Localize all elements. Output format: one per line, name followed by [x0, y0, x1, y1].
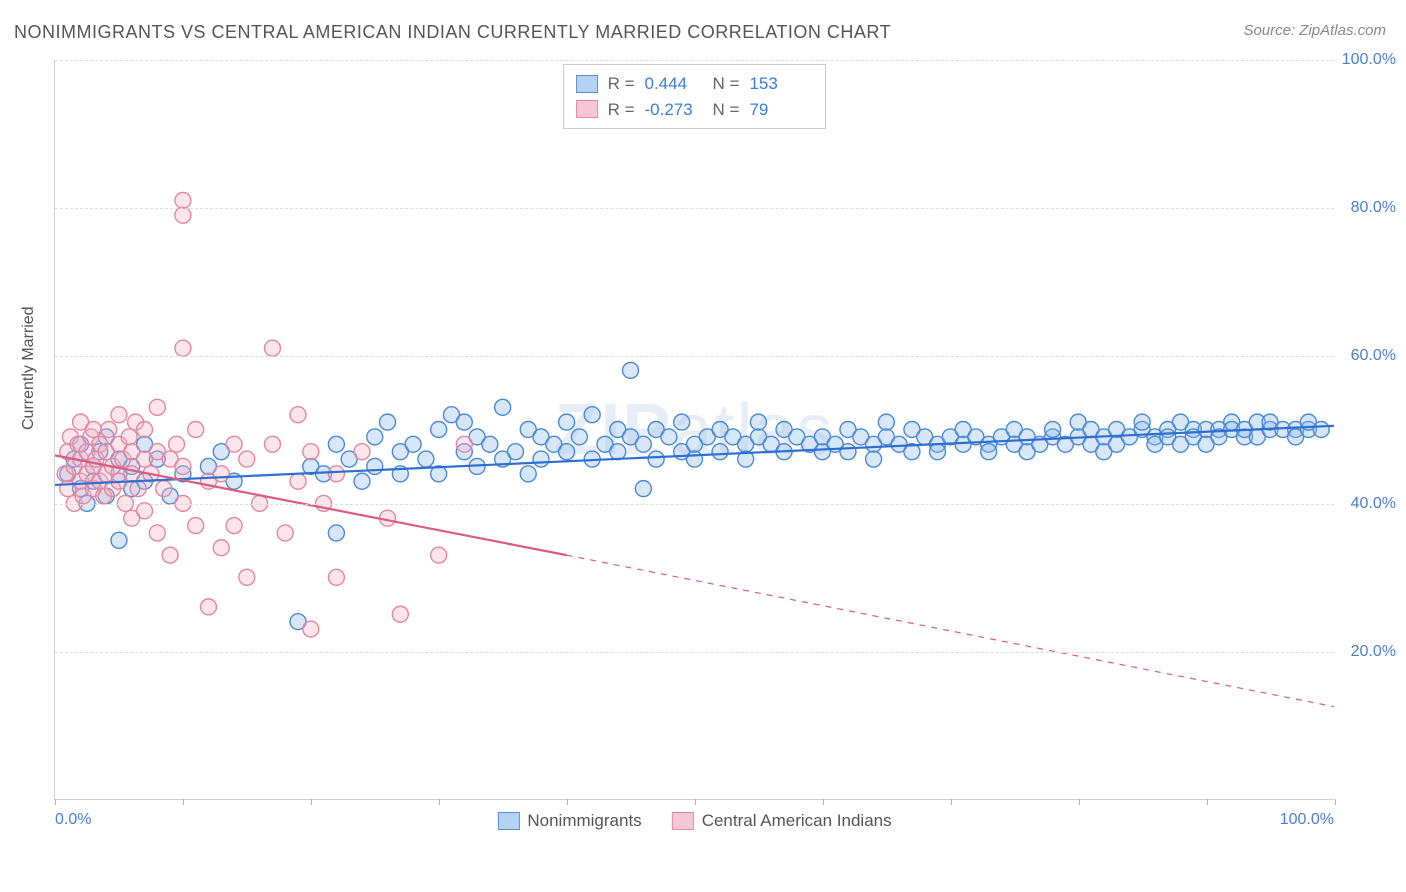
x-tick	[951, 799, 952, 805]
n-label: N =	[713, 71, 740, 97]
stats-row: R = -0.273 N = 79	[576, 97, 808, 123]
series-swatch	[672, 812, 694, 830]
y-tick-label: 60.0%	[1351, 347, 1396, 365]
y-tick-label: 20.0%	[1351, 643, 1396, 661]
r-label: R =	[608, 97, 635, 123]
legend-item: Central American Indians	[672, 811, 892, 831]
gridline	[55, 60, 1334, 61]
x-tick	[823, 799, 824, 805]
series-swatch	[497, 812, 519, 830]
y-tick-label: 40.0%	[1351, 495, 1396, 513]
x-tick	[439, 799, 440, 805]
x-tick	[695, 799, 696, 805]
x-tick-label: 100.0%	[1280, 811, 1334, 829]
legend-label: Central American Indians	[702, 811, 892, 831]
series-swatch	[576, 75, 598, 93]
r-value: 0.444	[645, 71, 703, 97]
x-tick	[1079, 799, 1080, 805]
chart-source: Source: ZipAtlas.com	[1243, 22, 1386, 39]
n-label: N =	[713, 97, 740, 123]
r-value: -0.273	[645, 97, 703, 123]
legend-label: Nonimmigrants	[527, 811, 641, 831]
x-tick	[1207, 799, 1208, 805]
x-tick	[567, 799, 568, 805]
x-tick-label: 0.0%	[55, 811, 91, 829]
y-tick-label: 80.0%	[1351, 199, 1396, 217]
n-value: 153	[749, 71, 807, 97]
correlation-stats-box: R = 0.444 N = 153 R = -0.273 N = 79	[563, 64, 827, 129]
x-tick	[55, 799, 56, 805]
plot-svg	[55, 60, 1334, 799]
x-tick	[311, 799, 312, 805]
gridline	[55, 356, 1334, 357]
gridline	[55, 504, 1334, 505]
y-axis-label: Currently Married	[20, 306, 38, 430]
y-tick-label: 100.0%	[1342, 51, 1396, 69]
x-tick	[183, 799, 184, 805]
gridline	[55, 208, 1334, 209]
x-tick	[1335, 799, 1336, 805]
series-swatch	[576, 100, 598, 118]
stats-row: R = 0.444 N = 153	[576, 71, 808, 97]
r-label: R =	[608, 71, 635, 97]
bottom-legend: Nonimmigrants Central American Indians	[497, 811, 891, 831]
chart-title: NONIMMIGRANTS VS CENTRAL AMERICAN INDIAN…	[14, 22, 891, 43]
plot-area: ZIPatlas R =0.444N =153R =-0.273N =79 No…	[54, 60, 1334, 800]
n-value: 79	[749, 97, 807, 123]
gridline	[55, 652, 1334, 653]
legend-item: Nonimmigrants	[497, 811, 641, 831]
correlation-chart: NONIMMIGRANTS VS CENTRAL AMERICAN INDIAN…	[0, 0, 1406, 892]
